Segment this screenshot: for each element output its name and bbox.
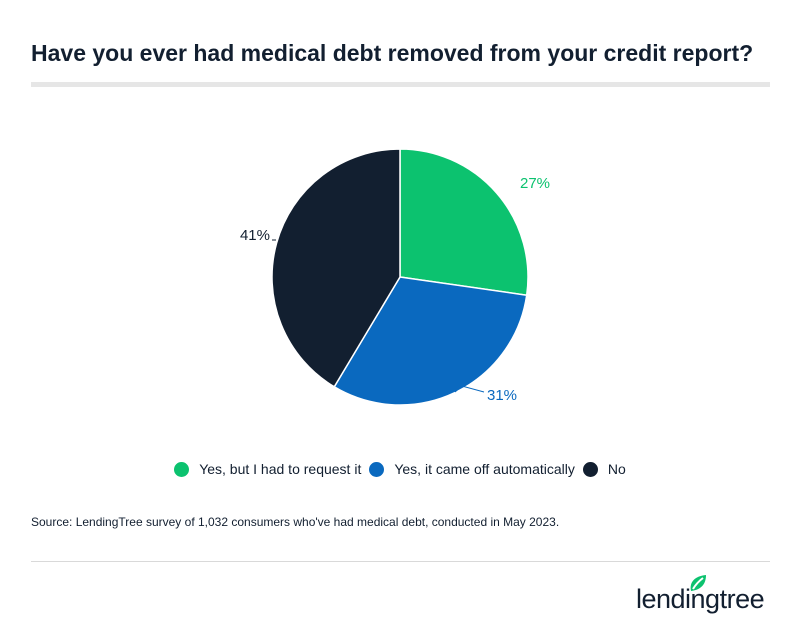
legend: Yes, but I had to request it Yes, it cam… bbox=[0, 461, 800, 477]
chart-title: Have you ever had medical debt removed f… bbox=[31, 40, 754, 66]
legend-label: No bbox=[607, 461, 626, 477]
data-label: 41% bbox=[240, 227, 270, 244]
slice-request bbox=[399, 148, 529, 297]
data-label: 27% bbox=[520, 175, 550, 192]
data-label: 31% bbox=[487, 387, 517, 404]
source-note: Source: LendingTree survey of 1,032 cons… bbox=[31, 515, 560, 529]
legend-item-no: No bbox=[582, 461, 626, 477]
legend-swatch bbox=[369, 461, 385, 477]
legend-label: Yes, it came off automatically bbox=[394, 461, 575, 477]
leaf-icon bbox=[690, 575, 706, 591]
legend-item-request: Yes, but I had to request it bbox=[174, 461, 361, 477]
label-leader-line bbox=[454, 385, 485, 393]
footer-divider bbox=[31, 561, 770, 562]
slice-no bbox=[271, 148, 401, 388]
legend-item-automatic: Yes, it came off automatically bbox=[369, 461, 575, 477]
legend-swatch bbox=[582, 461, 598, 477]
slice-automatic bbox=[333, 276, 528, 406]
legend-swatch bbox=[174, 461, 190, 477]
logo-wordmark: lendingtree bbox=[636, 584, 765, 614]
pie-chart: 27% 31% 41% bbox=[240, 148, 550, 406]
title-divider bbox=[31, 82, 770, 87]
lendingtree-logo: lendingtree bbox=[636, 574, 771, 618]
legend-label: Yes, but I had to request it bbox=[199, 461, 362, 477]
